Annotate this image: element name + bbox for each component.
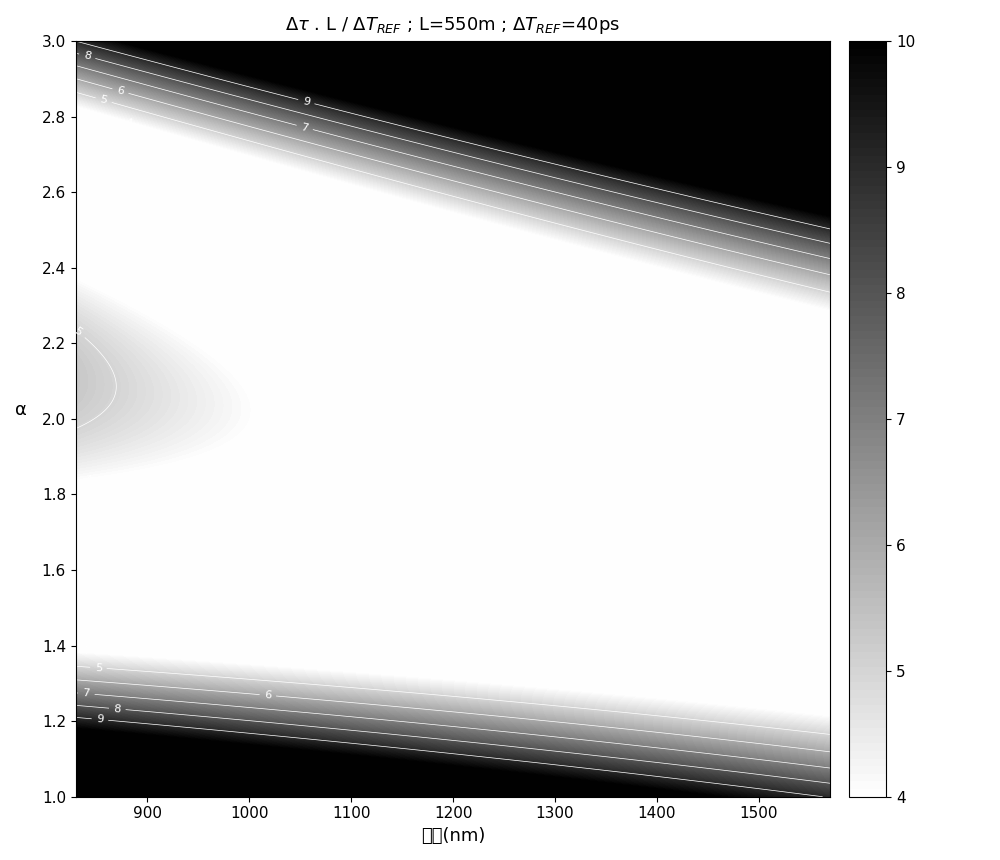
Text: 5: 5 (99, 95, 108, 106)
Text: 5: 5 (95, 663, 102, 673)
Text: 4: 4 (124, 117, 133, 129)
Y-axis label: α: α (15, 401, 27, 419)
Title: $\Delta\tau$ . L / $\Delta T_{REF}$ ; L=550m ; $\Delta T_{REF}$=40ps: $\Delta\tau$ . L / $\Delta T_{REF}$ ; L=… (285, 15, 621, 36)
Text: 5: 5 (72, 326, 84, 338)
Text: 4: 4 (81, 647, 88, 656)
Text: 8: 8 (113, 703, 121, 714)
Text: 6: 6 (116, 85, 125, 97)
Text: 8: 8 (83, 51, 92, 62)
Text: 7: 7 (82, 689, 90, 699)
Text: 4: 4 (86, 476, 93, 485)
Text: 9: 9 (96, 715, 104, 725)
X-axis label: 波长(nm): 波长(nm) (421, 827, 485, 845)
Text: 9: 9 (302, 96, 311, 108)
Text: 7: 7 (300, 122, 309, 133)
Text: 6: 6 (264, 690, 272, 701)
